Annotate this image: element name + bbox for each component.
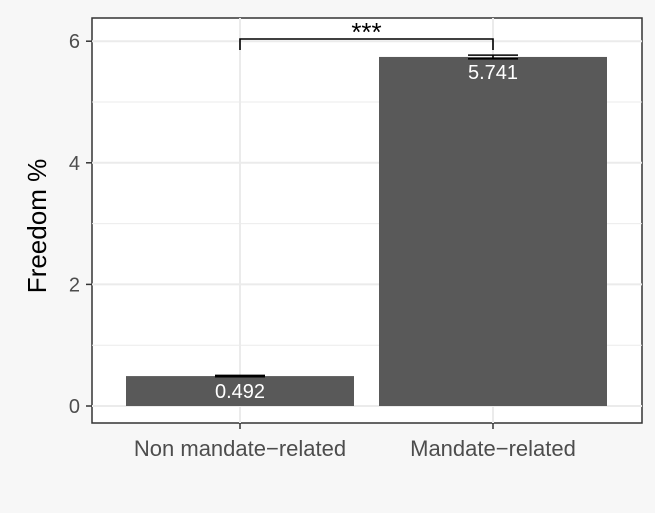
bar-value-label: 5.741 xyxy=(468,62,518,84)
y-axis: 0 2 4 6 xyxy=(69,31,92,418)
significance-label: *** xyxy=(351,17,381,47)
x-tick-label: Mandate−related xyxy=(410,436,576,461)
y-axis-title: Freedom % xyxy=(22,159,52,293)
x-axis: Non mandate−related Mandate−related xyxy=(134,423,576,461)
bar-labels: 0.492 5.741 xyxy=(215,62,518,403)
y-tick-label: 6 xyxy=(69,31,80,53)
x-tick-label: Non mandate−related xyxy=(134,436,346,461)
bar xyxy=(379,56,607,406)
bars xyxy=(126,56,607,406)
y-tick-label: 2 xyxy=(69,274,80,296)
significance-bracket: *** xyxy=(239,17,494,50)
y-tick-label: 4 xyxy=(69,153,80,175)
bar xyxy=(126,376,354,406)
y-tick-label: 0 xyxy=(69,396,80,418)
error-bars xyxy=(215,54,518,378)
bar-value-label: 0.492 xyxy=(215,381,265,403)
significance-bracket-line xyxy=(239,38,494,50)
